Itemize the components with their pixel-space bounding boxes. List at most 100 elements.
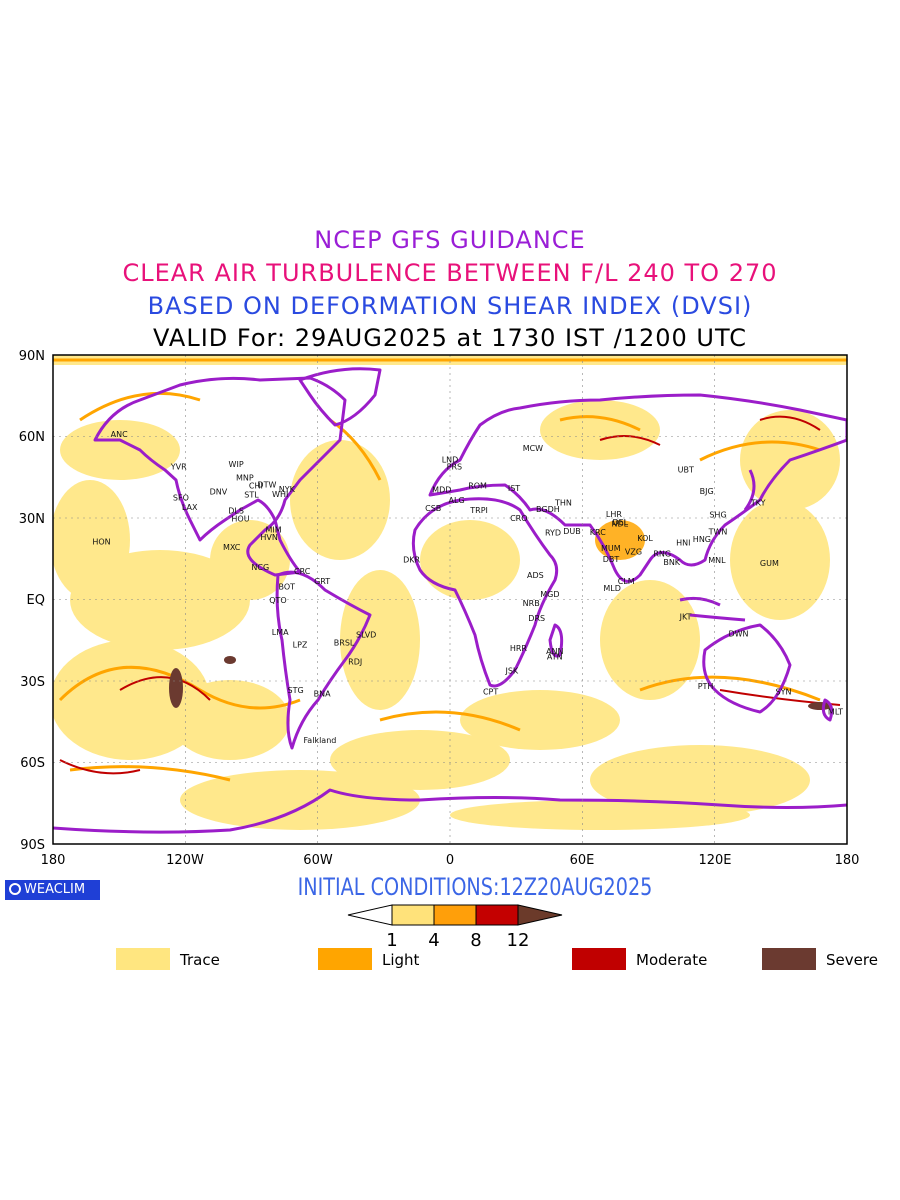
legend-label: Moderate bbox=[636, 951, 708, 969]
lon-label: 180 bbox=[41, 853, 66, 868]
legend-swatch-severe bbox=[762, 948, 816, 970]
legend-label: Severe bbox=[826, 951, 878, 969]
station-label: LHR bbox=[606, 510, 622, 519]
station-label: LAX bbox=[182, 503, 198, 512]
station-label: BNA bbox=[314, 690, 331, 699]
station-label: RDJ bbox=[348, 658, 362, 667]
latitude-axis: 90N 60N 30N EQ 30S 60S 90S bbox=[19, 349, 45, 853]
station-label: DRS bbox=[528, 614, 545, 623]
coastlines bbox=[53, 367, 847, 834]
station-label: HRR bbox=[510, 644, 528, 653]
station-label: NDL bbox=[611, 519, 628, 528]
station-label: ADS bbox=[527, 571, 544, 580]
station-label: BJG bbox=[700, 487, 714, 496]
station-label: PTH bbox=[698, 682, 714, 691]
station-label: RYD bbox=[545, 528, 561, 537]
station-label: JSK bbox=[504, 667, 518, 676]
station-label: ANC bbox=[111, 430, 128, 439]
colorbar-under bbox=[347, 904, 393, 926]
station-label: SHG bbox=[709, 511, 726, 520]
lat-label: 90S bbox=[20, 838, 45, 853]
lon-label: 60W bbox=[303, 853, 333, 868]
station-label: CLM bbox=[618, 577, 635, 586]
station-label: KRC bbox=[590, 528, 606, 537]
station-label: TWN bbox=[708, 528, 728, 537]
station-label: Falkland bbox=[303, 736, 336, 745]
station-label: DTW bbox=[257, 481, 276, 490]
lat-label: 30N bbox=[19, 512, 45, 527]
station-label: GUM bbox=[760, 559, 779, 568]
colorbar-bin-light bbox=[433, 904, 477, 926]
station-label: MDD bbox=[432, 486, 451, 495]
station-label: HON bbox=[92, 538, 110, 547]
station-label: MGD bbox=[540, 590, 559, 599]
legend-swatch-trace bbox=[116, 948, 170, 970]
station-label: YVR bbox=[170, 462, 187, 471]
station-label: BOT bbox=[279, 583, 296, 592]
station-label: WIP bbox=[229, 460, 244, 469]
lon-label: 0 bbox=[446, 853, 454, 868]
station-label: HNI bbox=[676, 539, 690, 548]
lat-label: 60N bbox=[19, 430, 45, 445]
station-label: DBT bbox=[603, 555, 620, 564]
title-line-2: CLEAR AIR TURBULENCE BETWEEN F/L 240 TO … bbox=[122, 259, 778, 287]
station-label: MLT bbox=[828, 708, 843, 717]
colorbar-tick: 4 bbox=[428, 930, 439, 950]
station-label: VZG bbox=[625, 547, 642, 556]
legend-label: Light bbox=[382, 951, 420, 969]
station-label: NYK bbox=[279, 485, 296, 494]
station-label: MNL bbox=[708, 556, 726, 565]
station-label: CSB bbox=[425, 504, 441, 513]
station-label: MUM bbox=[601, 544, 621, 553]
station-label: ATN bbox=[547, 653, 563, 662]
initial-conditions: INITIAL CONDITIONS:12Z20AUG2025 bbox=[297, 873, 653, 901]
station-label: CRO bbox=[510, 514, 527, 523]
station-label: HNG bbox=[693, 535, 711, 544]
longitude-axis: 180 120W 60W 0 60E 120E 180 bbox=[41, 853, 860, 868]
station-label: THN bbox=[554, 499, 572, 508]
station-label: CHI bbox=[249, 482, 263, 491]
station-label: MLD bbox=[603, 584, 621, 593]
station-label: QTO bbox=[269, 596, 286, 605]
station-label: DUB bbox=[563, 527, 581, 536]
title-line-1: NCEP GFS GUIDANCE bbox=[314, 226, 586, 254]
lat-label: 60S bbox=[20, 756, 45, 771]
station-label: DEL bbox=[612, 518, 628, 527]
station-label: GRT bbox=[314, 577, 330, 586]
station-label: BNK bbox=[663, 558, 680, 567]
station-label: CPT bbox=[483, 688, 498, 697]
lat-label: 90N bbox=[19, 349, 45, 364]
turbulence-field bbox=[53, 355, 847, 830]
station-label: DNV bbox=[210, 488, 228, 497]
circle-c-icon bbox=[9, 883, 21, 895]
station-label: MIM bbox=[266, 525, 282, 534]
lon-label: 180 bbox=[835, 853, 860, 868]
station-label: HOU bbox=[231, 515, 249, 524]
colorbar: 1 4 8 12 bbox=[347, 904, 563, 950]
legend-label: Trace bbox=[180, 951, 220, 969]
lon-label: 120W bbox=[166, 853, 204, 868]
station-label: RNG bbox=[653, 550, 671, 559]
lat-label: 30S bbox=[20, 675, 45, 690]
station-label: KOL bbox=[637, 534, 653, 543]
station-label: ROM bbox=[468, 482, 487, 491]
station-label: DKR bbox=[403, 556, 420, 565]
station-label: ANN bbox=[546, 647, 563, 656]
station-label: MXC bbox=[223, 543, 241, 552]
station-label: SYN bbox=[776, 688, 792, 697]
station-label: HVN bbox=[260, 533, 277, 542]
station-label: TKY bbox=[750, 499, 766, 508]
colorbar-over bbox=[517, 904, 563, 926]
valid-time: VALID For: 29AUG2025 at 1730 IST /1200 U… bbox=[153, 324, 747, 352]
graticule bbox=[53, 355, 847, 844]
station-label: MNP bbox=[236, 473, 254, 482]
lat-label: EQ bbox=[27, 593, 45, 608]
station-label: SLVD bbox=[356, 631, 376, 640]
station-label: LND bbox=[442, 456, 459, 465]
station-label: DWN bbox=[728, 630, 748, 639]
station-label: SFO bbox=[173, 493, 189, 502]
colorbar-tick: 8 bbox=[470, 930, 481, 950]
weaclim-logo: WEACLIM bbox=[5, 880, 100, 900]
lon-label: 120E bbox=[698, 853, 731, 868]
